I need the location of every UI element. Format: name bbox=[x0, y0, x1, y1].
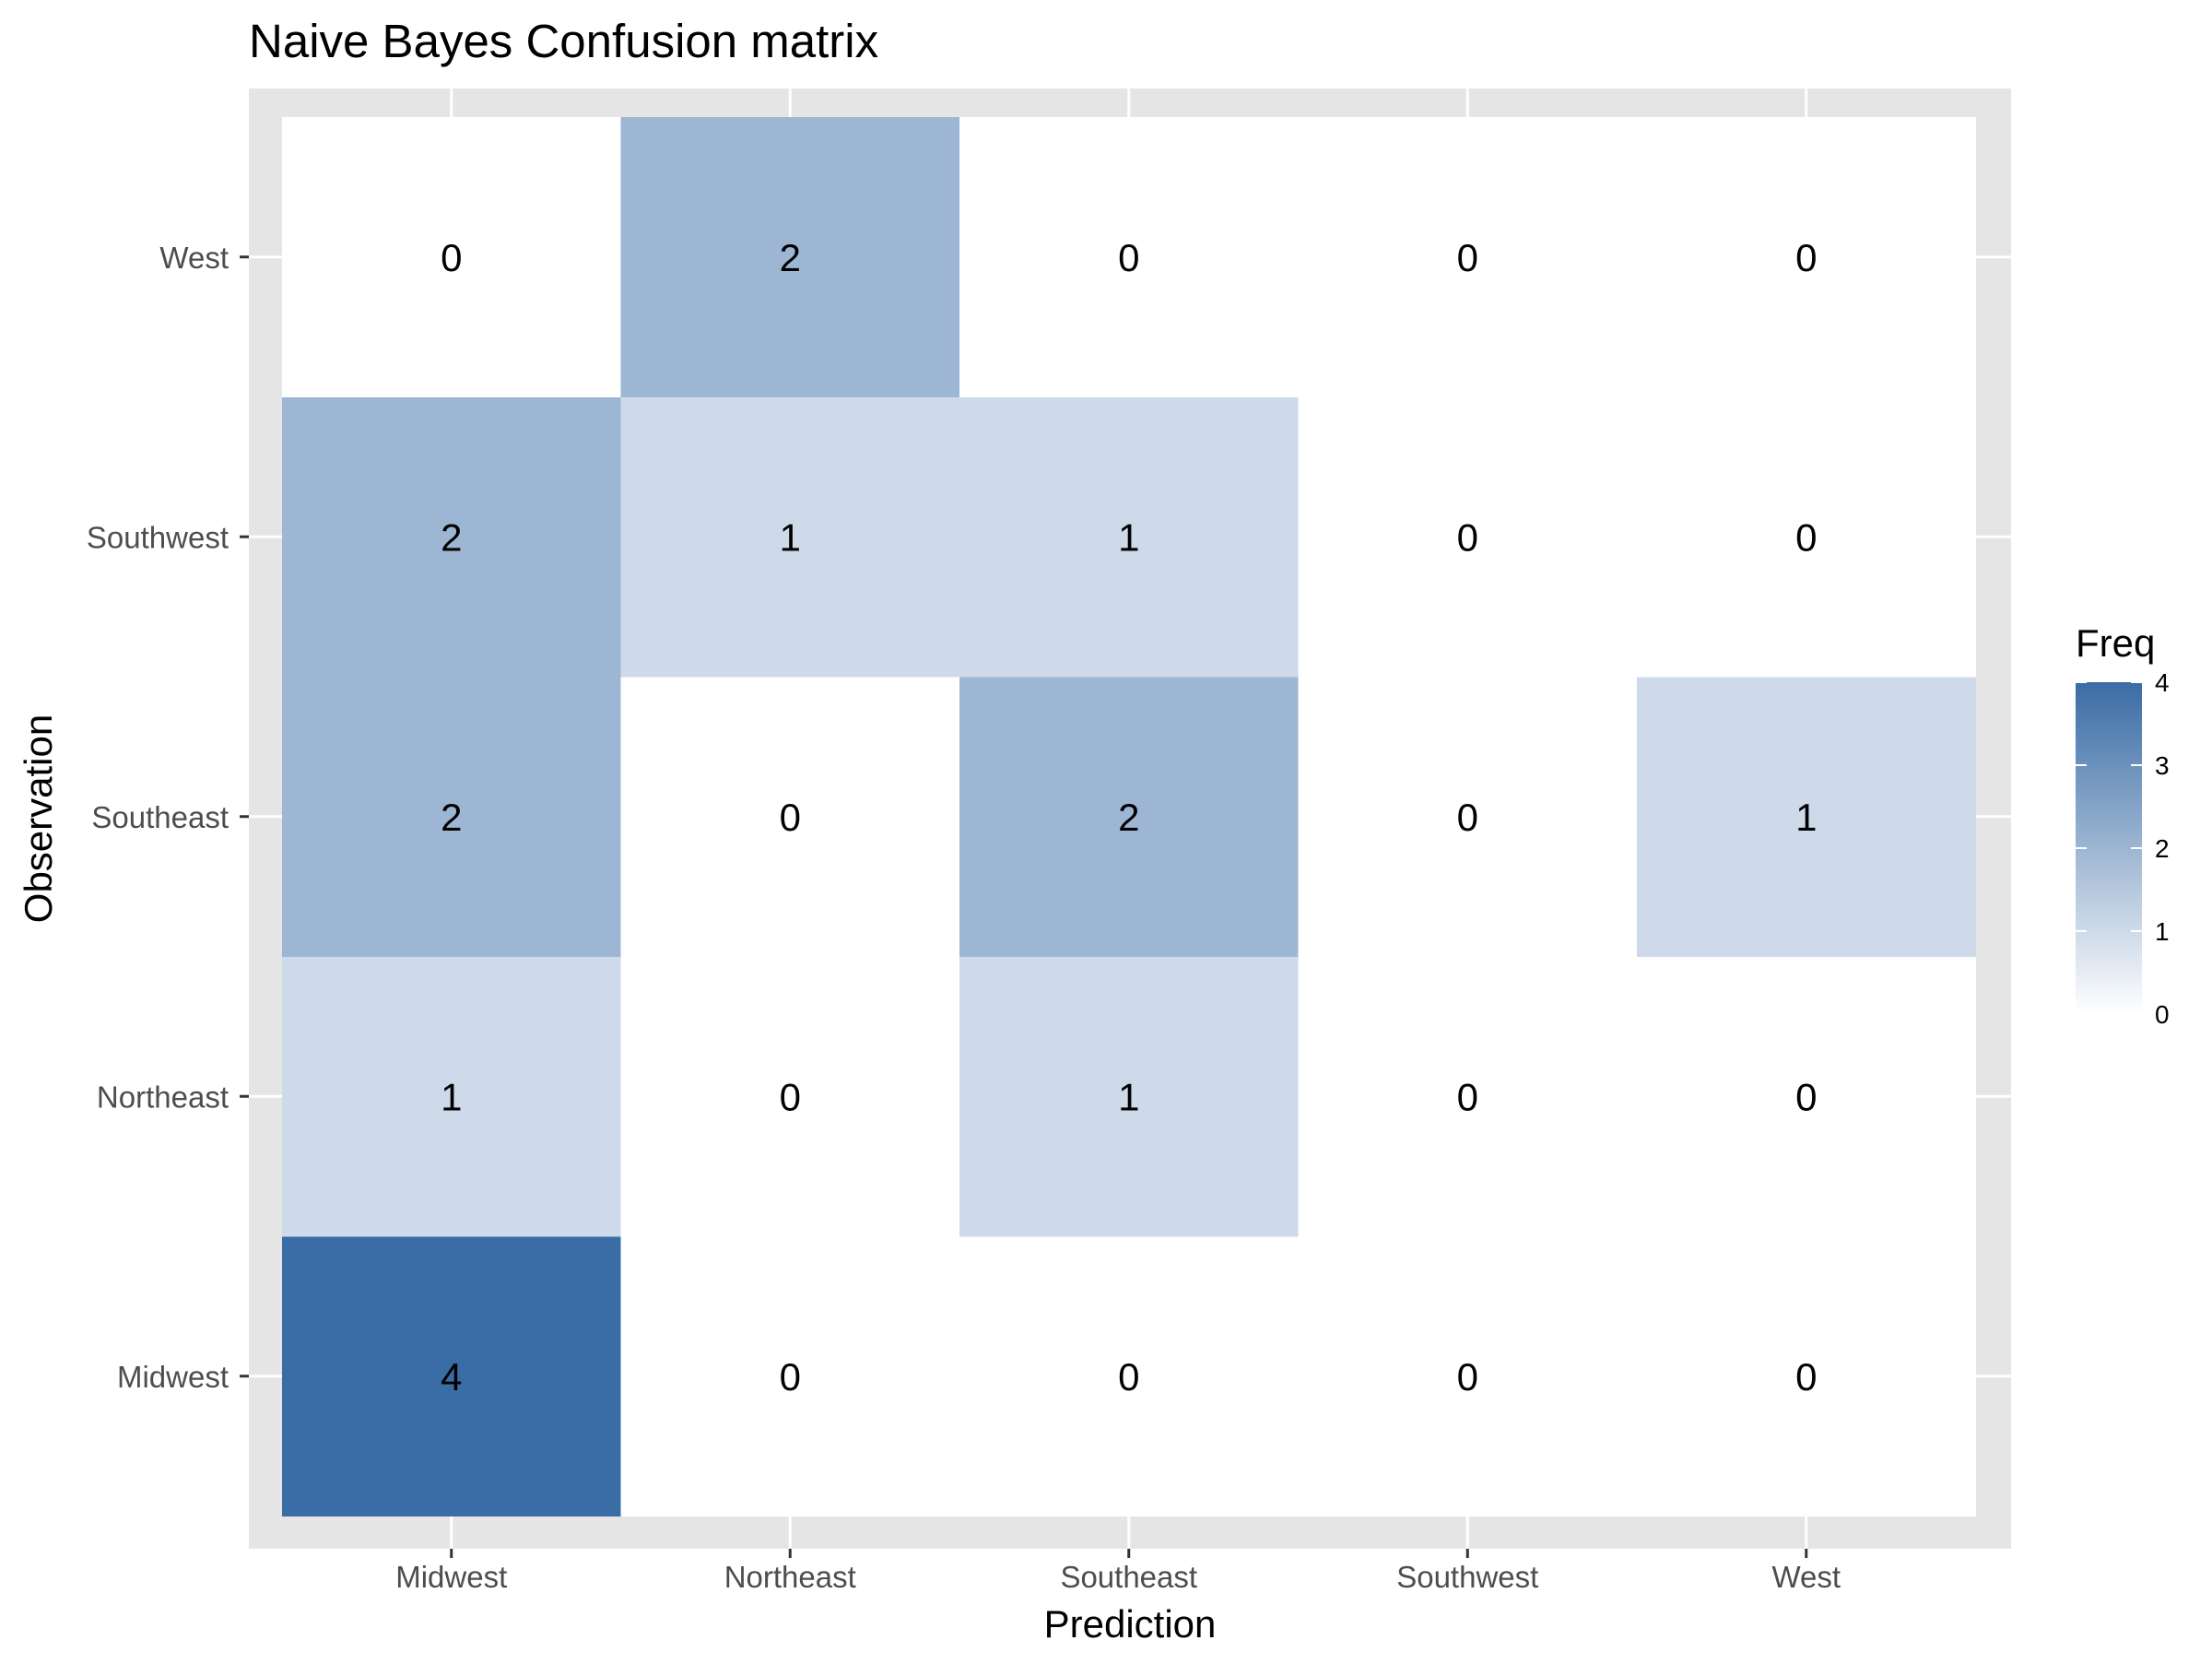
x-axis: Midwest Northeast Southeast Southwest West bbox=[395, 1549, 1841, 1594]
cell-label-west-southwest: 0 bbox=[1457, 236, 1478, 279]
heatmap-cell-midwest-southwest bbox=[1298, 1236, 1638, 1516]
heatmap-cell-southwest-west bbox=[1637, 396, 1976, 678]
legend: Freq 0 1 2 3 4 bbox=[2076, 621, 2170, 1029]
cell-label-southwest-southeast: 1 bbox=[1118, 515, 1139, 559]
heatmap-cell-northeast-northeast bbox=[620, 956, 960, 1237]
cell-label-southeast-northeast: 0 bbox=[780, 796, 801, 839]
y-axis-title: Observation bbox=[17, 714, 60, 923]
cell-label-midwest-southeast: 0 bbox=[1118, 1355, 1139, 1398]
cell-label-northeast-northeast: 0 bbox=[780, 1075, 801, 1118]
legend-label-1: 1 bbox=[2155, 917, 2170, 946]
heatmap-cell-west-west bbox=[1637, 117, 1976, 397]
y-axis: Midwest Northeast Southeast Southwest West bbox=[87, 241, 249, 1394]
cell-label-west-midwest: 0 bbox=[441, 236, 462, 279]
heatmap-cell-west-northeast bbox=[620, 117, 960, 397]
x-tick-label-west: West bbox=[1771, 1560, 1841, 1594]
cell-label-southeast-midwest: 2 bbox=[441, 796, 462, 839]
y-tick-label-west: West bbox=[159, 241, 229, 275]
cell-label-northeast-southwest: 0 bbox=[1457, 1075, 1478, 1118]
cell-label-southeast-southeast: 2 bbox=[1118, 796, 1139, 839]
heatmap-cell-midwest-west bbox=[1637, 1236, 1976, 1516]
chart-title: Naive Bayes Confusion matrix bbox=[249, 15, 878, 67]
x-tick-label-southwest: Southwest bbox=[1396, 1560, 1538, 1594]
legend-label-2: 2 bbox=[2155, 834, 2170, 863]
legend-label-0: 0 bbox=[2155, 1000, 2170, 1029]
x-tick-label-northeast: Northeast bbox=[724, 1560, 856, 1594]
heatmap-cell-southwest-southwest bbox=[1298, 396, 1638, 678]
cell-label-southeast-southwest: 0 bbox=[1457, 796, 1478, 839]
heatmap-cell-southeast-southwest bbox=[1298, 677, 1638, 957]
cell-label-northeast-midwest: 1 bbox=[441, 1075, 462, 1118]
cell-label-southeast-west: 1 bbox=[1795, 796, 1817, 839]
x-tick-label-midwest: Midwest bbox=[395, 1560, 507, 1594]
legend-label-4: 4 bbox=[2155, 668, 2170, 697]
heatmap-cell-midwest-northeast bbox=[620, 1236, 960, 1516]
cell-label-southwest-midwest: 2 bbox=[441, 515, 462, 559]
heatmap-cell-southeast-southeast bbox=[959, 677, 1299, 957]
y-tick-label-southeast: Southeast bbox=[91, 800, 229, 834]
cell-label-midwest-northeast: 0 bbox=[780, 1355, 801, 1398]
heatmap-cell-northeast-midwest bbox=[282, 956, 621, 1237]
legend-title: Freq bbox=[2076, 621, 2155, 665]
heatmap-cell-northeast-southwest bbox=[1298, 956, 1638, 1237]
heatmap-cell-northeast-southeast bbox=[959, 956, 1299, 1237]
heatmap-cell-southwest-southeast bbox=[959, 396, 1299, 678]
cell-label-southwest-northeast: 1 bbox=[780, 515, 801, 559]
x-tick-label-southeast: Southeast bbox=[1060, 1560, 1197, 1594]
cell-label-midwest-west: 0 bbox=[1795, 1355, 1817, 1398]
heatmap-cell-southeast-west bbox=[1637, 677, 1976, 957]
y-tick-label-southwest: Southwest bbox=[87, 520, 229, 554]
legend-label-3: 3 bbox=[2155, 751, 2170, 780]
heatmap-cell-southwest-midwest bbox=[282, 396, 621, 678]
heatmap-cell-west-southeast bbox=[959, 117, 1299, 397]
x-axis-title: Prediction bbox=[1044, 1602, 1217, 1646]
y-tick-label-northeast: Northeast bbox=[97, 1080, 229, 1114]
cell-label-midwest-southwest: 0 bbox=[1457, 1355, 1478, 1398]
heatmap-cell-west-midwest bbox=[282, 117, 621, 397]
heatmap-cell-west-southwest bbox=[1298, 117, 1638, 397]
heatmap-cell-southwest-northeast bbox=[620, 396, 960, 678]
cell-label-northeast-west: 0 bbox=[1795, 1075, 1817, 1118]
cell-label-northeast-southeast: 1 bbox=[1118, 1075, 1139, 1118]
plot-panel: 4 0 0 0 0 1 0 1 0 0 2 0 2 0 1 2 1 1 0 0 0 2 0 0 0 bbox=[249, 89, 2011, 1549]
heatmap-cell-southeast-northeast bbox=[620, 677, 960, 957]
heatmap-cell-southeast-midwest bbox=[282, 677, 621, 957]
cell-label-west-northeast: 2 bbox=[780, 236, 801, 279]
heatmap-cell-midwest-southeast bbox=[959, 1236, 1299, 1516]
cell-label-west-southeast: 0 bbox=[1118, 236, 1139, 279]
cell-label-southwest-southwest: 0 bbox=[1457, 515, 1478, 559]
cell-label-southwest-west: 0 bbox=[1795, 515, 1817, 559]
y-tick-label-midwest: Midwest bbox=[117, 1360, 229, 1394]
heatmap-cell-midwest-midwest bbox=[282, 1236, 621, 1516]
heatmap-cell-northeast-west bbox=[1637, 956, 1976, 1237]
cell-label-midwest-midwest: 4 bbox=[441, 1355, 462, 1398]
cell-label-west-west: 0 bbox=[1795, 236, 1817, 279]
